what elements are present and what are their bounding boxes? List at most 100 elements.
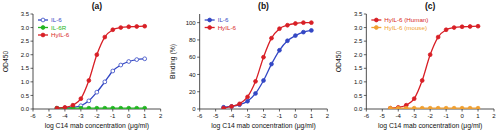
- x-tick-label: -1: [110, 113, 116, 119]
- y-tick-label: 20: [189, 89, 196, 95]
- data-point: [135, 106, 139, 109]
- x-tick-label: -5: [380, 113, 386, 119]
- data-point: [111, 69, 115, 73]
- legend-marker: [374, 26, 378, 30]
- data-point: [127, 106, 131, 109]
- series-line: [57, 26, 145, 108]
- x-axis-label: log C14 mab concentration (μg/ml): [211, 122, 315, 130]
- data-point: [468, 25, 472, 29]
- x-tick-label: -2: [261, 113, 267, 119]
- data-point: [460, 106, 464, 109]
- series-line: [224, 30, 312, 107]
- data-point: [460, 25, 464, 29]
- x-axis-label: log C14 mab concentration (μg/ml): [378, 122, 482, 130]
- data-point: [396, 105, 400, 109]
- data-point: [111, 28, 115, 32]
- y-tick-label: 3.5: [21, 11, 30, 17]
- legend-label: IL-6: [51, 16, 62, 23]
- panel-title: (b): [258, 1, 269, 11]
- y-tick-label: 1.5: [354, 65, 363, 71]
- x-tick-label: -6: [364, 113, 370, 119]
- data-point: [119, 26, 123, 30]
- x-tick: [64, 109, 65, 112]
- y-tick: [364, 95, 367, 96]
- y-tick-label: 1.5: [21, 65, 30, 71]
- series-line: [390, 26, 478, 108]
- data-point: [412, 97, 416, 101]
- data-point: [428, 53, 432, 57]
- data-point: [270, 62, 274, 66]
- data-point: [222, 106, 226, 109]
- y-tick-label: 2.5: [21, 38, 30, 44]
- data-point: [428, 106, 432, 109]
- x-tick-label: 1: [143, 113, 147, 119]
- x-tick: [33, 109, 34, 112]
- data-point: [127, 25, 131, 29]
- data-point: [388, 106, 392, 109]
- data-point: [143, 57, 147, 61]
- y-tick: [197, 57, 200, 58]
- x-tick: [96, 109, 97, 112]
- data-point: [301, 21, 305, 25]
- x-tick: [279, 109, 280, 112]
- x-tick-label: -3: [412, 113, 418, 119]
- figure: (a)-6-5-4-3-2-10120.00.51.01.52.02.53.03…: [0, 0, 500, 134]
- y-tick: [31, 95, 34, 96]
- data-point: [262, 55, 266, 59]
- x-tick-label: 2: [492, 113, 496, 119]
- data-point: [119, 106, 123, 109]
- x-axis-label: log C14 mab concentration (μg/ml): [45, 122, 149, 130]
- data-point: [420, 106, 424, 109]
- data-point: [238, 103, 242, 107]
- y-tick: [31, 27, 34, 28]
- legend-marker: [41, 18, 45, 22]
- x-tick-label: -6: [30, 113, 36, 119]
- panel: (b)-6-5-4-3-2-1012020406080100log C14 ma…: [169, 1, 330, 130]
- y-tick: [197, 74, 200, 75]
- legend-label: HyIL-6: [218, 24, 237, 31]
- x-tick: [144, 109, 145, 112]
- x-tick-label: -6: [197, 113, 203, 119]
- x-tick: [382, 109, 383, 112]
- data-point: [135, 25, 139, 29]
- y-axis-label: Binding (%): [169, 44, 177, 79]
- x-tick: [128, 109, 129, 112]
- data-point: [420, 79, 424, 83]
- data-point: [127, 60, 131, 64]
- data-point: [254, 92, 258, 96]
- legend-label: HyIL-6 (mouse): [384, 24, 427, 31]
- data-point: [301, 30, 305, 34]
- x-tick: [398, 109, 399, 112]
- y-tick: [197, 22, 200, 23]
- y-tick: [364, 68, 367, 69]
- data-point: [246, 99, 250, 103]
- y-tick: [197, 109, 200, 110]
- data-point: [278, 27, 282, 31]
- x-tick: [446, 109, 447, 112]
- x-tick-label: 1: [310, 113, 314, 119]
- y-axis-line: [366, 14, 367, 109]
- series-line: [57, 59, 145, 108]
- legend-label: HyIL-6 (Human): [384, 16, 428, 23]
- data-point: [388, 106, 392, 109]
- data-point: [79, 106, 83, 109]
- x-tick: [366, 109, 367, 112]
- data-point: [95, 53, 99, 57]
- data-point: [476, 24, 480, 28]
- data-point: [55, 106, 59, 109]
- y-tick-label: 60: [189, 54, 196, 60]
- panel: (c)-6-5-4-3-2-10120.00.51.01.52.02.53.03…: [335, 1, 496, 130]
- data-point: [436, 35, 440, 39]
- x-tick: [231, 109, 232, 112]
- y-tick-label: 2.5: [354, 38, 363, 44]
- y-tick-label: 0.5: [354, 93, 363, 99]
- x-tick-label: 0: [294, 113, 298, 119]
- legend-marker: [208, 26, 212, 30]
- data-point: [103, 106, 107, 109]
- y-tick: [197, 39, 200, 40]
- x-tick-label: -1: [443, 113, 449, 119]
- legend-marker: [41, 26, 45, 30]
- data-point: [270, 36, 274, 40]
- data-point: [396, 106, 400, 109]
- x-tick: [215, 109, 216, 112]
